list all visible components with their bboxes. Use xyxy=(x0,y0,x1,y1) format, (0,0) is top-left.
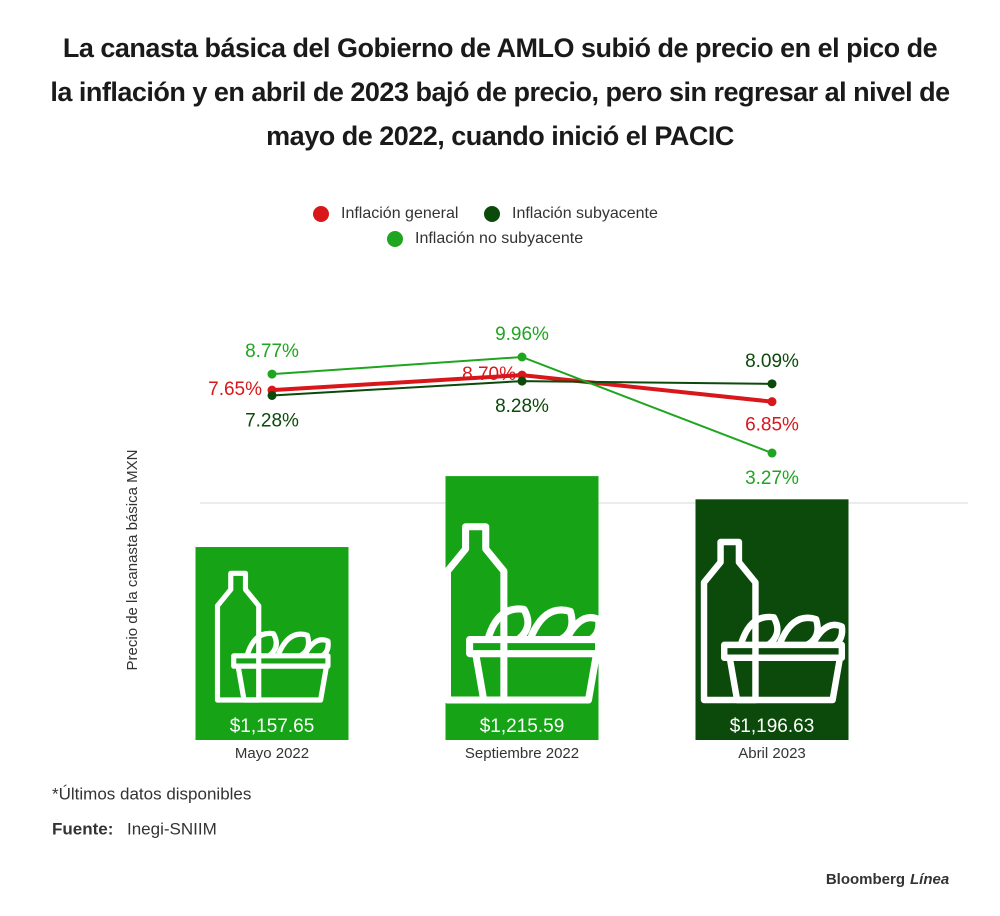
legend-label: Inflación general xyxy=(341,205,458,222)
x-tick-label: Septiembre 2022 xyxy=(465,745,579,762)
legend-marker xyxy=(313,206,329,222)
legend-label: Inflación no subyacente xyxy=(415,230,583,247)
icon-produce xyxy=(737,613,846,648)
icon-basket xyxy=(466,636,603,704)
line-value-label: 6.85% xyxy=(745,415,799,436)
source: Inegi-SNIIM xyxy=(127,819,217,838)
brand-accent: Línea xyxy=(910,871,949,888)
bar-value-label: $1,157.65 xyxy=(230,716,315,737)
footnote: *Últimos datos disponibles xyxy=(52,784,251,803)
line-point xyxy=(767,397,777,407)
bar-value-label: $1,196.63 xyxy=(730,716,815,737)
line-value-label: 8.70% xyxy=(462,364,516,385)
x-tick-label: Abril 2023 xyxy=(738,745,806,762)
line-point xyxy=(517,352,527,362)
line-point xyxy=(267,390,277,400)
brand: Bloomberg xyxy=(826,871,905,888)
y-axis-label: Precio de la canasta básica MXN xyxy=(124,450,141,671)
chart-title: La canasta básica del Gobierno de AMLO s… xyxy=(50,33,950,151)
icon-produce xyxy=(484,605,603,643)
legend-marker xyxy=(387,231,403,247)
bar xyxy=(195,547,349,740)
line-value-label: 8.28% xyxy=(495,396,549,417)
legend-label: Inflación subyacente xyxy=(512,205,658,222)
bar-value-label: $1,215.59 xyxy=(480,716,565,737)
line-point xyxy=(767,379,777,389)
line-point xyxy=(767,448,777,458)
source-label: Fuente: xyxy=(52,819,113,838)
icon-basket xyxy=(721,641,846,704)
line-value-label: 7.65% xyxy=(208,379,262,400)
legend-marker xyxy=(484,206,500,222)
line-point xyxy=(267,369,277,379)
line-value-label: 3.27% xyxy=(745,468,799,489)
line-point xyxy=(517,376,527,386)
line-value-label: 9.96% xyxy=(495,324,549,345)
grocery-icon xyxy=(700,538,846,704)
grocery-icon xyxy=(443,523,603,704)
grocery-icon xyxy=(214,570,331,703)
x-tick-label: Mayo 2022 xyxy=(235,745,309,762)
icon-basket xyxy=(231,653,331,703)
icon-produce xyxy=(244,630,331,659)
line-value-label: 8.77% xyxy=(245,341,299,362)
line-value-label: 7.28% xyxy=(245,410,299,431)
line-value-label: 8.09% xyxy=(745,351,799,372)
